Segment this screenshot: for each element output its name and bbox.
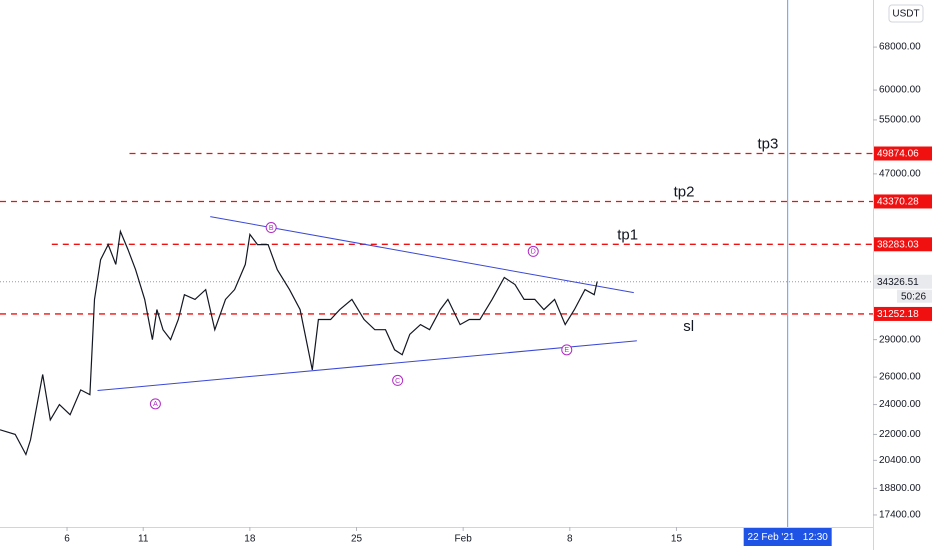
x-tick-label: 11 [138, 534, 149, 545]
wave-label: A [153, 401, 158, 408]
level-price-label: 31252.18 [877, 309, 919, 320]
trendline [210, 216, 634, 294]
y-tick-label: 68000.00 [879, 42, 921, 53]
y-tick-label: 22000.00 [879, 429, 921, 440]
level-price-box [874, 194, 932, 209]
price-line [0, 229, 598, 457]
wave-marker [392, 374, 404, 386]
y-tick-label: 20400.00 [879, 455, 921, 466]
y-tick-label: 29000.00 [879, 334, 921, 345]
wave-marker [527, 245, 539, 257]
crosshair-date-label: 22 Feb '21 12:30 [748, 532, 829, 543]
countdown-box [897, 289, 932, 303]
crosshair-date-box [743, 528, 832, 546]
x-tick-label: 25 [351, 534, 363, 545]
wave-label: D [531, 249, 536, 256]
level-name: tp3 [757, 135, 778, 152]
last-price-label: 34326.51 [877, 277, 919, 288]
y-tick-label: 26000.00 [879, 372, 921, 383]
wave-marker [265, 222, 277, 234]
y-tick-label: 55000.00 [879, 115, 921, 126]
level-name: tp2 [674, 183, 695, 200]
x-tick-label: 6 [64, 534, 70, 545]
currency-button-label[interactable]: USDT [892, 9, 919, 20]
x-tick-label: 18 [244, 534, 256, 545]
level-price-label: 49874.06 [877, 149, 919, 160]
y-tick-label: 17400.00 [879, 510, 921, 521]
wave-marker [149, 398, 161, 410]
level-name: tp1 [617, 226, 638, 243]
y-tick-label: 18800.00 [879, 483, 921, 494]
countdown-label: 50:26 [901, 291, 926, 302]
level-price-box [874, 306, 932, 321]
level-price-box [874, 146, 932, 161]
x-tick-label: Feb [455, 534, 473, 545]
wave-label: E [564, 347, 569, 354]
x-tick-label: 15 [671, 534, 683, 545]
wave-label: C [395, 378, 400, 385]
currency-button[interactable] [888, 4, 924, 23]
y-tick-label: 24000.00 [879, 399, 921, 410]
level-name: sl [683, 318, 694, 335]
wave-label: B [269, 225, 274, 232]
wave-marker [561, 344, 573, 356]
x-tick-label: 8 [567, 534, 573, 545]
trendline [97, 340, 637, 392]
y-tick-label: 47000.00 [879, 169, 921, 180]
level-price-box [874, 237, 932, 252]
y-tick-label: 60000.00 [879, 85, 921, 96]
last-price-box [874, 274, 932, 289]
level-price-label: 38283.03 [877, 239, 919, 250]
level-price-label: 43370.28 [877, 197, 919, 208]
levels: 49874.06 tp3 43370.28 tp2 38283.03 tp1 31252.1… [0, 135, 932, 335]
